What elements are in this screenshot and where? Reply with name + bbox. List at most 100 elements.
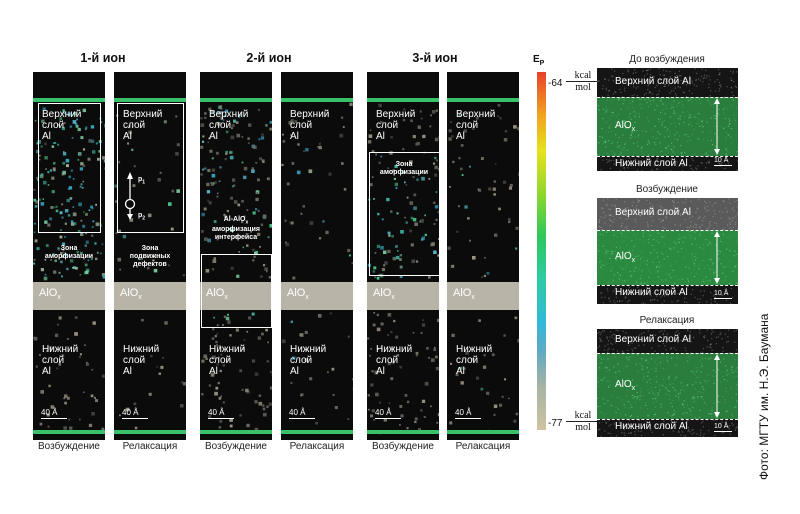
dipole-marker [124,172,136,220]
upper-interface-line [597,97,738,98]
right-panel-title-2: Возбуждение [636,184,698,195]
upper-layer-label: Верхний слой Al [456,109,496,142]
alox-label: AlOx [287,287,309,302]
scale-bar: 40 Å [375,408,401,419]
mobile-defects-line-1: Зона [141,245,159,252]
panel-ion1-excitation: Верхний слой Al Нижний слой Al AlOx 40 Å [33,72,105,440]
upper-layer-label: Верхний слой Al [376,109,416,142]
lower-layer-label: Нижний слой Al [42,344,79,377]
colorbar-min: -77 [548,418,563,429]
lower-layer-label: Нижний слой Al [376,344,413,377]
green-top-layer [447,98,519,102]
panel-ion2-excitation: Верхний слой Al Нижний слой Al AlOx 40 Å [200,72,272,440]
interface-line-3: интерфейса [214,234,258,242]
lower-zone [597,156,738,171]
scale-bar: 40 Å [122,408,148,419]
ion-title-2: 2-й ион [246,51,292,65]
scale-bar: 40 Å [208,408,234,419]
scale-bar: 40 Å [289,408,315,419]
interface-line-2: аморфизация [212,226,260,234]
right-panel-relaxation: Верхний слой Al AlOx Нижний слой Al 10 Å [597,329,738,437]
atom-scatter [447,103,519,433]
atom-lattice [598,198,738,304]
unit-top-den: mol [566,81,600,93]
right-panel-excitation: Верхний слой Al AlOx Нижний слой Al 10 Å [597,198,738,304]
interface-line-1: Al-AlOx [223,216,249,226]
p1-label: p1 [138,176,146,186]
lower-interface-line [597,285,738,286]
colorbar-max: -64 [548,78,563,89]
interface-box-ion2 [201,254,272,328]
atom-lattice [597,68,738,171]
thickness-arrow [714,231,720,284]
interface-label: Al-AlOx аморфизация интерфейса [202,216,270,242]
upper-layer-label: Верхний слой Al [42,109,82,142]
lower-interface-line [597,156,738,157]
scale-bar: 40 Å [455,408,481,419]
alox-layer [281,282,353,310]
panel-ion3-excitation: Верхний слой Al Нижний слой Al AlOx 40 Å [367,72,439,440]
green-top-layer [33,98,105,102]
caption-3: Возбуждение [205,441,267,452]
amorphization-box-ion3 [369,152,440,276]
alox-label: AlOx [453,287,475,302]
alox-layer [114,282,186,310]
upper-layer-label: Верхний слой Al [209,109,249,142]
amorph-zone-line-2: аморфизации [44,253,94,260]
lower-layer-label: Нижний слой Al [123,344,160,377]
atom-scatter [200,105,272,434]
oxide-zone [597,97,738,156]
green-bot-layer [281,430,353,434]
panel-ion3-relaxation: Верхний слой Al Нижний слой Al AlOx 40 Å [447,72,519,440]
alox-layer [447,282,519,310]
unit-top-num: kcal [574,70,592,81]
atom-scatter [33,107,105,434]
caption-4: Релаксация [289,441,345,452]
green-top-layer [114,98,186,102]
upper-layer-label: Верхний слой Al [123,109,163,142]
oxide-text: AlOx [615,250,636,264]
amorph-zone3-line-2: аморфизации [379,169,429,176]
upper-zone [597,198,738,230]
green-bot-layer [367,430,439,434]
upper-layer-text: Верхний слой Al [615,75,691,87]
lower-layer-label: Нижний слой Al [209,344,246,377]
amorph-zone-label-3: Зона аморфизации [370,161,438,177]
lower-zone [597,285,738,304]
p2-label: p2 [138,212,146,222]
mobile-defects-line-2: подвижных [129,253,171,260]
colorbar-label: EP [533,54,545,67]
caption-1: Возбуждение [38,441,100,452]
green-bot-layer [447,430,519,434]
alox-label: AlOx [120,287,142,302]
lower-layer-text: Нижний слой Al [615,421,688,432]
mobile-defects-box-ion1 [117,103,184,233]
panel-ion1-relaxation: Верхний слой Al Нижний слой Al AlOx 40 Å [114,72,186,440]
thickness-arrow [714,354,720,418]
green-bot-layer [33,430,105,434]
green-top-layer [200,98,272,102]
amorphization-box-ion1 [38,103,101,233]
alox-label: AlOx [206,287,228,302]
lower-layer-text: Нижний слой Al [615,158,688,169]
alox-layer [33,282,105,310]
thickness-arrow [714,98,720,155]
scale-bar: 40 Å [41,408,67,419]
energy-colorbar [537,72,546,430]
right-panel-title-1: До возбуждения [629,54,705,65]
green-top-layer [281,98,353,102]
mobile-defects-label: Зона подвижных дефектов [117,245,183,269]
lower-layer-label: Нижний слой Al [456,344,493,377]
caption-5: Возбуждение [372,441,434,452]
unit-bottom-den: mol [566,421,600,433]
oxide-text: AlOx [615,379,636,392]
colorbar-unit-top: kcal mol [566,70,600,93]
upper-layer-label: Верхний слой Al [290,109,330,142]
unit-bottom-num: kcal [574,410,592,421]
upper-zone [597,329,738,353]
amorph-zone-line-1: Зона [60,245,78,252]
ion-title-1: 1-й ион [80,51,126,65]
amorph-zone-label-1: Зона аморфизации [40,245,98,261]
atom-scatter [367,103,439,435]
mobile-defects-line-3: дефектов [133,261,167,268]
